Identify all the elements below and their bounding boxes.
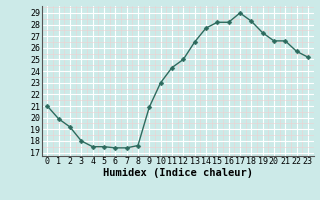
- X-axis label: Humidex (Indice chaleur): Humidex (Indice chaleur): [103, 168, 252, 178]
